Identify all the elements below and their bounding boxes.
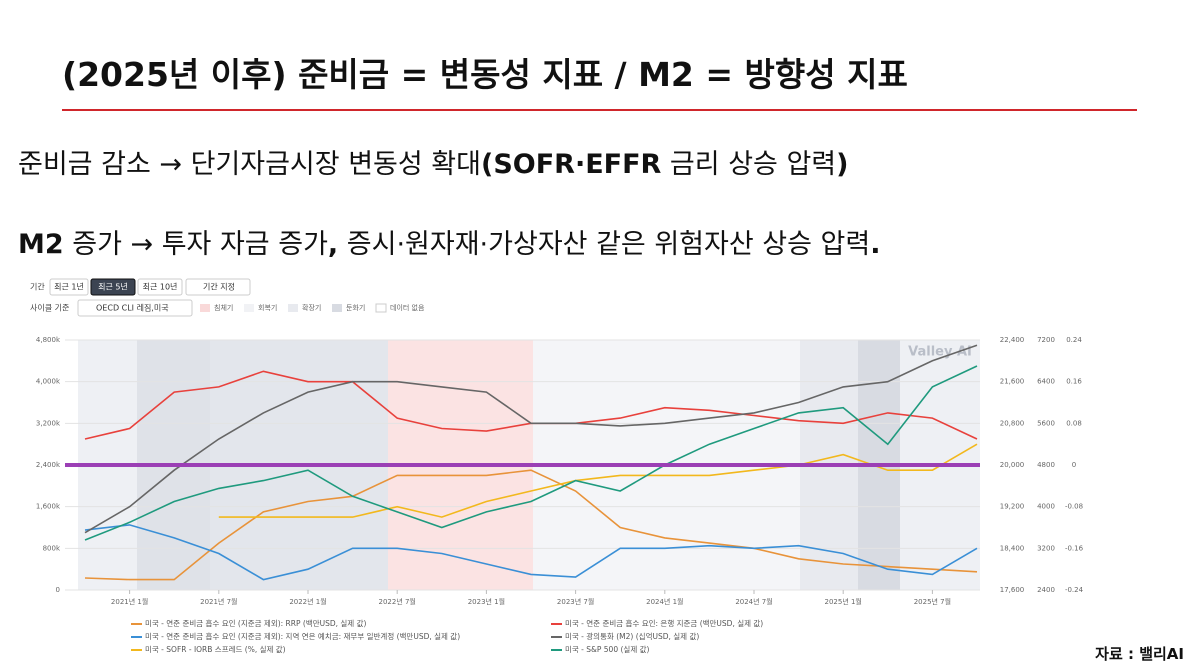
regime-label: 회복기 (258, 303, 277, 312)
y-tick-label: 7200 (1037, 336, 1055, 344)
legend-label: 미국 - SOFR - IORB 스프레드 (%, 실제 값) (145, 644, 286, 654)
y-tick-label: 20,800 (1000, 419, 1025, 427)
cycle-select-label[interactable]: OECD CLI 레짐,미국 (96, 303, 169, 313)
control-label: 사이클 기준 (30, 303, 69, 313)
y-tick-label: 0.16 (1066, 378, 1082, 386)
y-tick-label: 800k (43, 544, 61, 552)
period-button-active[interactable] (90, 278, 136, 296)
regime-label: 확장기 (302, 303, 321, 312)
series-line (218, 443, 978, 518)
source: 자료 : 밸리AI (1095, 645, 1184, 663)
x-tick-label: 2021년 1월 (111, 597, 148, 606)
y-tick-label: 3200 (1037, 544, 1055, 552)
y-tick-label: 6400 (1037, 378, 1055, 386)
series-line (84, 365, 978, 541)
series-line (84, 524, 978, 581)
regime-swatch (375, 303, 387, 313)
x-tick-label: 2024년 1월 (646, 597, 683, 606)
y-tick-label: 17,600 (1000, 586, 1025, 594)
bullet-text: 준비금 감소 → 단기자금시장 변동성 확대 (18, 149, 481, 180)
y-tick-label: 0.24 (1066, 336, 1082, 344)
regime-label: 데이터 없음 (390, 303, 425, 312)
bullet: 준비금 감소 → 단기자금시장 변동성 확대(SOFR·EFFR 금리 상승 압… (18, 142, 848, 181)
y-tick-label: 0.08 (1066, 419, 1082, 427)
x-tick-label: 2025년 7월 (914, 597, 951, 606)
y-tick-label: 4000 (1037, 503, 1055, 511)
y-tick-label: 2400 (1037, 586, 1055, 594)
series-line (84, 344, 978, 534)
bullet-text: , (327, 229, 339, 260)
x-tick-label: 2021년 7월 (200, 597, 237, 606)
period-button[interactable] (49, 278, 89, 296)
x-tick-label: 2022년 7월 (379, 597, 416, 606)
y-tick-label: 0 (56, 586, 60, 594)
regime-swatch (288, 304, 298, 312)
bullet-text: . (870, 229, 881, 260)
y-tick-label: 1,600k (36, 503, 61, 511)
bullet-text: M2 (18, 229, 64, 260)
slide-title: (2025년 이후) 준비금 = 변동성 지표 / M2 = 방향성 지표 (62, 55, 908, 94)
period-button-label[interactable]: 최근 10년 (143, 282, 178, 292)
bullet-text: 증가 → 투자 자금 증가 (63, 229, 328, 260)
custom-period-button[interactable] (185, 278, 251, 296)
y-tick-label: 4,000k (36, 378, 61, 386)
y-tick-label: 19,200 (1000, 503, 1025, 511)
period-button[interactable] (137, 278, 183, 296)
bullet-text: 금리 상승 압력 (661, 149, 837, 180)
y-tick-label: 18,400 (1000, 544, 1025, 552)
x-tick-label: 2024년 7월 (735, 597, 772, 606)
legend-label: 미국 - 광의통화 (M2) (십억USD, 실제 값) (565, 631, 699, 641)
y-tick-label: 20,000 (1000, 461, 1025, 469)
series-line (84, 469, 978, 581)
regime-label: 침체기 (214, 303, 233, 312)
regime-label: 둔화기 (346, 303, 365, 312)
x-tick-label: 2022년 1월 (289, 597, 326, 606)
bullet-text: ) (836, 149, 849, 180)
control-label: 기간 (30, 282, 45, 292)
x-tick-label: 2023년 1월 (468, 597, 505, 606)
x-tick-label: 2025년 1월 (825, 597, 862, 606)
y-tick-label: 2,400k (36, 461, 61, 469)
bullet-text: 증시·원자재·가상자산 같은 위험자산 상승 압력 (338, 229, 871, 260)
regime-swatch (200, 304, 210, 312)
y-tick-label: 4800 (1037, 461, 1055, 469)
title-rule (62, 109, 1137, 111)
legend-label: 미국 - 연준 준비금 흡수 요인 (지준금 제외): RRP (백만USD, … (145, 618, 366, 628)
regime-swatch (244, 304, 254, 312)
y-tick-label: -0.08 (1065, 503, 1083, 511)
cycle-select[interactable] (77, 299, 193, 317)
legend-label: 미국 - 연준 준비금 흡수 요인 (지준금 제외): 지역 연은 예치금: 재… (145, 631, 460, 641)
y-tick-label: 21,600 (1000, 378, 1025, 386)
regime-swatch (332, 304, 342, 312)
bullet-text: (SOFR·EFFR (480, 149, 662, 180)
y-tick-label: 0 (1072, 461, 1076, 469)
bullet: M2 증가 → 투자 자금 증가, 증시·원자재·가상자산 같은 위험자산 상승… (18, 222, 881, 261)
period-button-label[interactable]: 최근 5년 (98, 282, 128, 292)
y-tick-label: -0.16 (1065, 544, 1084, 552)
y-tick-label: 4,800k (36, 336, 61, 344)
x-tick-label: 2023년 7월 (557, 597, 594, 606)
legend-label: 미국 - S&P 500 (실제 값) (565, 644, 649, 654)
custom-period-label[interactable]: 기간 지정 (203, 282, 235, 292)
y-tick-label: 22,400 (1000, 336, 1025, 344)
y-tick-label: 5600 (1037, 419, 1055, 427)
period-button-label[interactable]: 최근 1년 (54, 282, 84, 292)
y-tick-label: -0.24 (1065, 586, 1084, 594)
legend-label: 미국 - 연준 준비금 흡수 요인: 은행 지준금 (백만USD, 실제 값) (565, 618, 763, 628)
watermark: Valley AI (908, 345, 972, 360)
y-tick-label: 3,200k (36, 419, 61, 427)
